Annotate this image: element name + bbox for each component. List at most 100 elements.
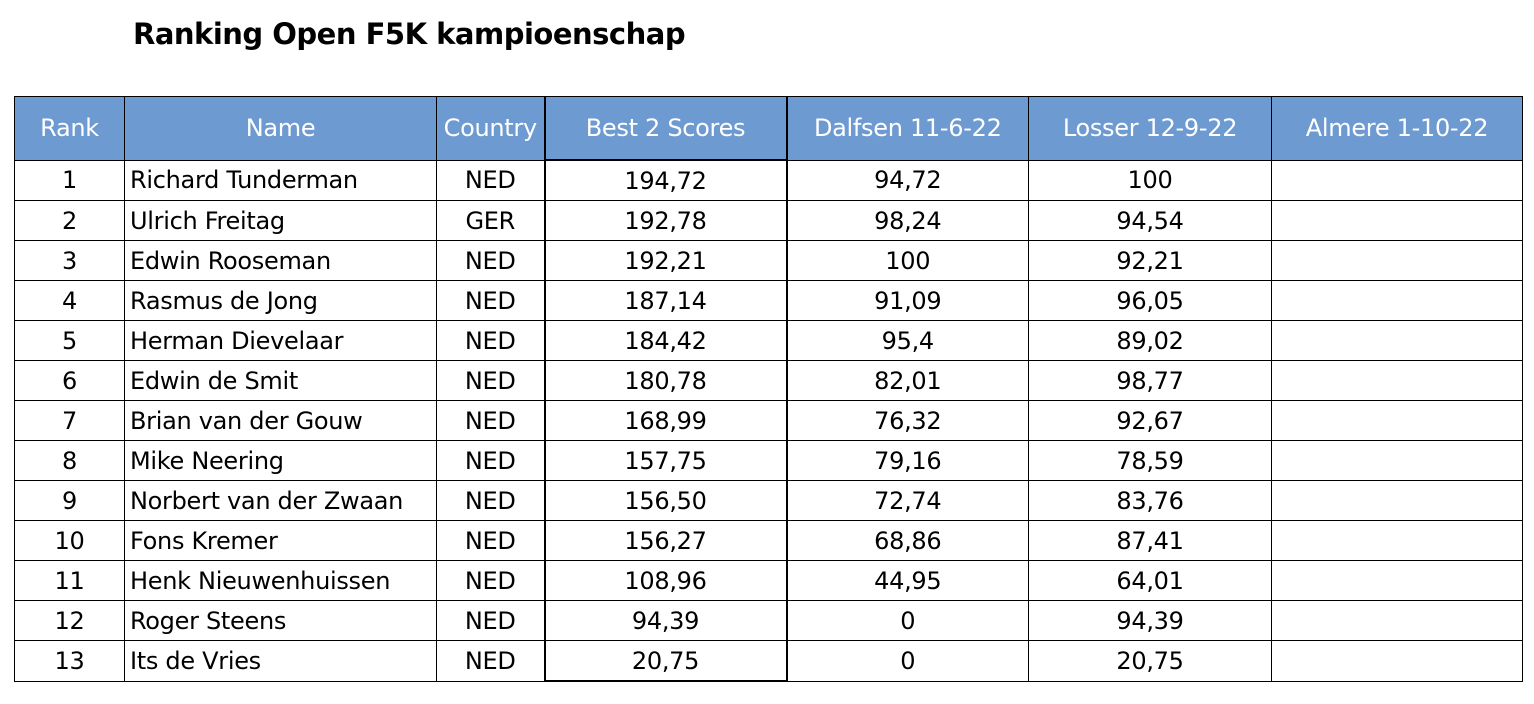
dalfsen-score-cell[interactable]: 0 [786, 600, 1029, 641]
dalfsen-score-cell[interactable]: 0 [786, 640, 1029, 682]
country-cell[interactable]: NED [436, 640, 545, 682]
almere-score-cell[interactable] [1271, 159, 1523, 201]
losser-score-cell[interactable]: 20,75 [1028, 640, 1272, 682]
best-2-scores-cell[interactable]: 192,78 [543, 200, 788, 241]
name-cell[interactable]: Edwin Rooseman [124, 240, 437, 281]
almere-score-cell[interactable] [1271, 320, 1523, 361]
country-cell[interactable]: NED [436, 360, 545, 401]
rank-cell[interactable]: 3 [14, 240, 125, 281]
dalfsen-score-cell[interactable]: 98,24 [786, 200, 1029, 241]
losser-score-cell[interactable]: 83,76 [1028, 480, 1272, 521]
name-cell[interactable]: Brian van der Gouw [124, 400, 437, 441]
almere-score-cell[interactable] [1271, 400, 1523, 441]
almere-score-cell[interactable] [1271, 280, 1523, 321]
country-cell[interactable]: NED [436, 520, 545, 561]
almere-score-cell[interactable] [1271, 600, 1523, 641]
best-2-scores-cell[interactable]: 184,42 [543, 320, 788, 361]
country-cell[interactable]: NED [436, 560, 545, 601]
dalfsen-score-cell[interactable]: 72,74 [786, 480, 1029, 521]
country-cell[interactable]: NED [436, 400, 545, 441]
country-cell[interactable]: NED [436, 240, 545, 281]
almere-score-cell[interactable] [1271, 240, 1523, 281]
dalfsen-score-cell[interactable]: 44,95 [786, 560, 1029, 601]
losser-score-cell[interactable]: 89,02 [1028, 320, 1272, 361]
almere-score-cell[interactable] [1271, 560, 1523, 601]
header-best-2-scores[interactable]: Best 2 Scores [543, 96, 788, 161]
header-almere[interactable]: Almere 1-10-22 [1271, 96, 1523, 161]
country-cell[interactable]: NED [436, 440, 545, 481]
name-cell[interactable]: Richard Tunderman [124, 159, 437, 201]
country-cell[interactable]: NED [436, 280, 545, 321]
name-cell[interactable]: Mike Neering [124, 440, 437, 481]
header-losser[interactable]: Losser 12-9-22 [1028, 96, 1272, 161]
dalfsen-score-cell[interactable]: 82,01 [786, 360, 1029, 401]
dalfsen-score-cell[interactable]: 94,72 [786, 159, 1029, 201]
rank-cell[interactable]: 2 [14, 200, 125, 241]
best-2-scores-cell[interactable]: 157,75 [543, 440, 788, 481]
country-cell[interactable]: NED [436, 320, 545, 361]
best-2-scores-cell[interactable]: 192,21 [543, 240, 788, 281]
losser-score-cell[interactable]: 78,59 [1028, 440, 1272, 481]
name-cell[interactable]: Its de Vries [124, 640, 437, 682]
dalfsen-score-cell[interactable]: 79,16 [786, 440, 1029, 481]
best-2-scores-cell[interactable]: 180,78 [543, 360, 788, 401]
best-2-scores-cell[interactable]: 168,99 [543, 400, 788, 441]
name-cell[interactable]: Norbert van der Zwaan [124, 480, 437, 521]
country-cell[interactable]: NED [436, 480, 545, 521]
rank-cell[interactable]: 13 [14, 640, 125, 682]
best-2-scores-cell[interactable]: 94,39 [543, 600, 788, 641]
name-cell[interactable]: Ulrich Freitag [124, 200, 437, 241]
header-rank[interactable]: Rank [14, 96, 125, 161]
losser-score-cell[interactable]: 100 [1028, 159, 1272, 201]
country-cell[interactable]: GER [436, 200, 545, 241]
losser-score-cell[interactable]: 87,41 [1028, 520, 1272, 561]
dalfsen-score-cell[interactable]: 68,86 [786, 520, 1029, 561]
almere-score-cell[interactable] [1271, 200, 1523, 241]
name-cell[interactable]: Herman Dievelaar [124, 320, 437, 361]
best-2-scores-cell[interactable]: 156,50 [543, 480, 788, 521]
losser-score-cell[interactable]: 94,39 [1028, 600, 1272, 641]
dalfsen-score-cell[interactable]: 100 [786, 240, 1029, 281]
header-dalfsen[interactable]: Dalfsen 11-6-22 [786, 96, 1029, 161]
best-2-scores-cell[interactable]: 187,14 [543, 280, 788, 321]
table-row: 7 Brian van der Gouw NED 168,99 76,32 92,67 [14, 400, 1523, 441]
header-country[interactable]: Country [436, 96, 545, 161]
rank-cell[interactable]: 10 [14, 520, 125, 561]
almere-score-cell[interactable] [1271, 440, 1523, 481]
name-cell[interactable]: Rasmus de Jong [124, 280, 437, 321]
header-name[interactable]: Name [124, 96, 437, 161]
name-cell[interactable]: Roger Steens [124, 600, 437, 641]
table-row: 8 Mike Neering NED 157,75 79,16 78,59 [14, 440, 1523, 481]
country-cell[interactable]: NED [436, 159, 545, 201]
rank-cell[interactable]: 11 [14, 560, 125, 601]
rank-cell[interactable]: 5 [14, 320, 125, 361]
name-cell[interactable]: Fons Kremer [124, 520, 437, 561]
name-cell[interactable]: Henk Nieuwenhuissen [124, 560, 437, 601]
rank-cell[interactable]: 1 [14, 159, 125, 201]
losser-score-cell[interactable]: 96,05 [1028, 280, 1272, 321]
dalfsen-score-cell[interactable]: 91,09 [786, 280, 1029, 321]
dalfsen-score-cell[interactable]: 95,4 [786, 320, 1029, 361]
best-2-scores-cell[interactable]: 20,75 [543, 640, 788, 682]
losser-score-cell[interactable]: 98,77 [1028, 360, 1272, 401]
almere-score-cell[interactable] [1271, 360, 1523, 401]
dalfsen-score-cell[interactable]: 76,32 [786, 400, 1029, 441]
rank-cell[interactable]: 7 [14, 400, 125, 441]
losser-score-cell[interactable]: 92,67 [1028, 400, 1272, 441]
almere-score-cell[interactable] [1271, 640, 1523, 682]
rank-cell[interactable]: 12 [14, 600, 125, 641]
rank-cell[interactable]: 4 [14, 280, 125, 321]
losser-score-cell[interactable]: 64,01 [1028, 560, 1272, 601]
rank-cell[interactable]: 8 [14, 440, 125, 481]
rank-cell[interactable]: 9 [14, 480, 125, 521]
losser-score-cell[interactable]: 92,21 [1028, 240, 1272, 281]
almere-score-cell[interactable] [1271, 520, 1523, 561]
almere-score-cell[interactable] [1271, 480, 1523, 521]
best-2-scores-cell[interactable]: 194,72 [543, 159, 788, 201]
name-cell[interactable]: Edwin de Smit [124, 360, 437, 401]
country-cell[interactable]: NED [436, 600, 545, 641]
best-2-scores-cell[interactable]: 156,27 [543, 520, 788, 561]
rank-cell[interactable]: 6 [14, 360, 125, 401]
losser-score-cell[interactable]: 94,54 [1028, 200, 1272, 241]
best-2-scores-cell[interactable]: 108,96 [543, 560, 788, 601]
